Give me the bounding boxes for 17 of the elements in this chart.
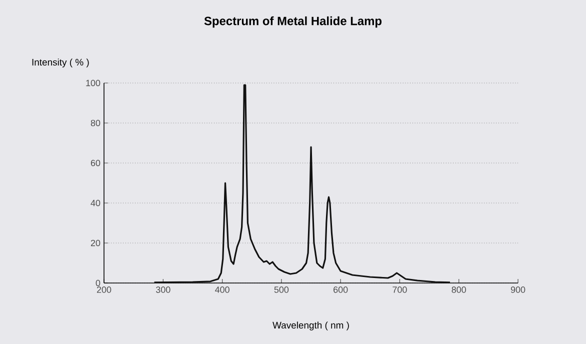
- y-tick-label: 0: [96, 280, 100, 286]
- y-tick-label: 100: [86, 80, 100, 86]
- y-tick-label: 60: [90, 160, 100, 166]
- chart-title: Spectrum of Metal Halide Lamp: [204, 16, 382, 28]
- x-tick-label: 700: [392, 286, 407, 293]
- x-tick-label: 400: [215, 286, 230, 293]
- x-tick-label: 200: [96, 286, 112, 293]
- x-tick-label: 300: [156, 286, 170, 293]
- x-axis-title: Wavelength ( nm ): [272, 322, 349, 330]
- x-tick-label: 500: [274, 286, 289, 293]
- x-tick-label: 600: [334, 286, 348, 293]
- y-tick-label: 20: [90, 240, 100, 246]
- y-axis-title: Intensity ( % ): [32, 58, 89, 68]
- y-tick-label: 40: [90, 200, 100, 206]
- x-tick-label: 900: [510, 286, 526, 293]
- y-tick-label: 80: [90, 120, 100, 126]
- x-tick-label: 800: [452, 286, 466, 293]
